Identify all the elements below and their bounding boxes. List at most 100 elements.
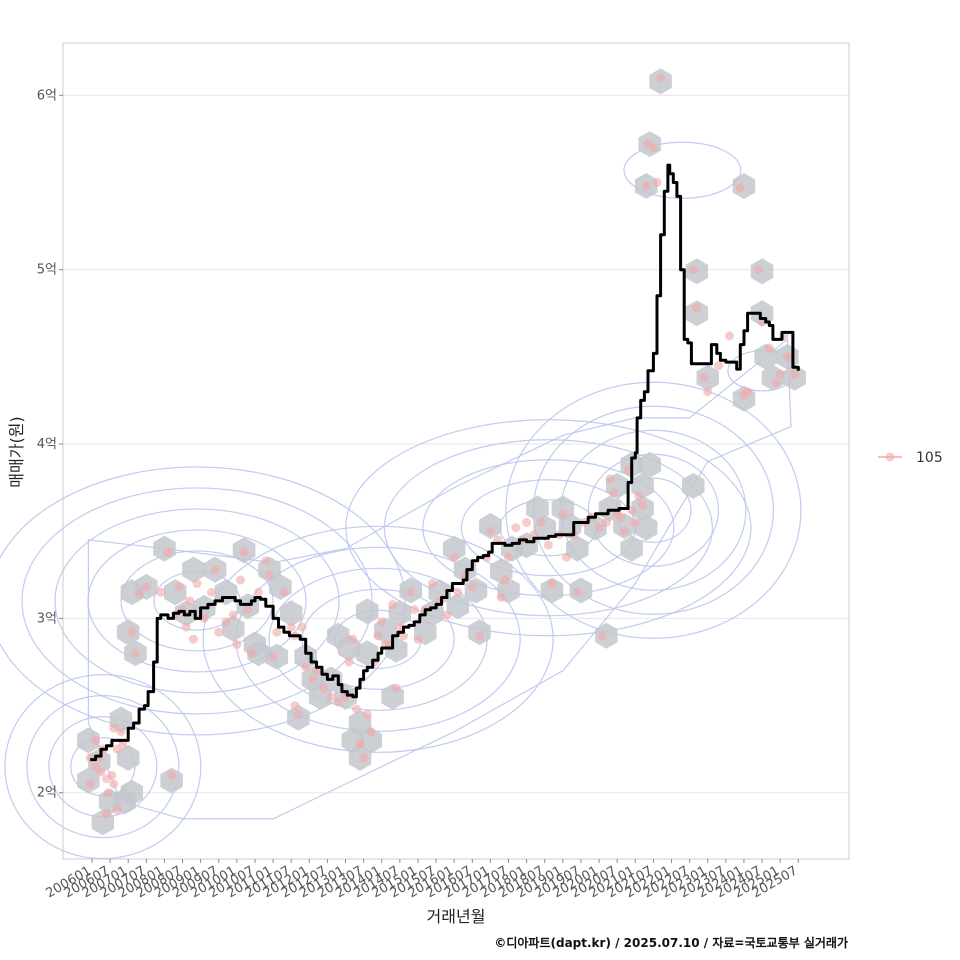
transaction-point bbox=[699, 373, 709, 383]
transaction-point bbox=[351, 704, 361, 714]
price-trend-line bbox=[90, 163, 800, 762]
transaction-point bbox=[409, 605, 419, 615]
y-axis-title: 매매가(원) bbox=[7, 416, 26, 487]
transaction-point bbox=[235, 575, 245, 585]
transaction-point bbox=[210, 565, 220, 575]
transaction-point bbox=[264, 570, 274, 580]
transaction-point bbox=[239, 547, 249, 557]
transaction-point bbox=[362, 709, 372, 719]
hexbin-cell bbox=[164, 579, 187, 606]
x-axis-ticks: 2006012006072007012007072008012008072009… bbox=[43, 859, 800, 901]
transaction-point bbox=[232, 640, 242, 650]
transaction-point bbox=[290, 701, 300, 711]
transaction-point bbox=[268, 652, 278, 662]
hexbin-cell bbox=[442, 535, 466, 562]
y-tick-label: 2억 bbox=[37, 786, 57, 801]
hexbin-cell bbox=[750, 300, 774, 327]
transaction-point bbox=[449, 552, 459, 562]
transaction-point bbox=[619, 526, 629, 536]
transaction-point bbox=[500, 575, 510, 585]
transaction-point bbox=[475, 631, 485, 641]
y-tick-label: 5억 bbox=[37, 263, 57, 278]
contour-ring bbox=[54, 508, 340, 694]
transaction-point bbox=[141, 582, 151, 592]
transaction-point bbox=[522, 517, 532, 527]
y-axis-ticks: 2억 3억 4억 5억 6억 bbox=[37, 88, 63, 801]
transaction-point bbox=[558, 509, 568, 519]
transaction-point bbox=[598, 631, 608, 641]
hexbin-cell bbox=[479, 513, 502, 539]
transaction-point bbox=[772, 378, 782, 388]
transaction-point bbox=[790, 369, 800, 379]
transaction-point bbox=[286, 622, 296, 632]
transaction-point bbox=[344, 657, 354, 667]
transaction-point bbox=[130, 648, 140, 658]
transaction-point bbox=[246, 648, 256, 658]
contour-ring bbox=[21, 487, 373, 715]
hexbin-cell bbox=[634, 514, 658, 541]
transaction-point bbox=[279, 587, 289, 597]
transaction-point bbox=[688, 265, 698, 275]
transaction-point bbox=[167, 770, 177, 780]
transaction-point bbox=[85, 779, 95, 789]
transaction-point bbox=[743, 387, 753, 397]
legend-marker bbox=[885, 452, 895, 462]
transaction-point bbox=[601, 517, 611, 527]
plot-panel bbox=[62, 42, 850, 860]
hexbin-cell bbox=[359, 727, 383, 754]
transaction-point bbox=[254, 587, 264, 597]
hexbin-cell bbox=[685, 300, 709, 327]
transaction-point bbox=[427, 579, 437, 589]
transaction-point bbox=[724, 331, 734, 341]
hexbin-cell bbox=[247, 640, 270, 667]
transaction-point bbox=[547, 579, 557, 589]
transaction-point bbox=[326, 692, 336, 702]
hexbin-cell bbox=[182, 556, 205, 583]
transaction-point bbox=[207, 587, 217, 597]
contour-ring bbox=[0, 466, 406, 736]
transaction-point bbox=[543, 540, 553, 550]
transaction-point bbox=[656, 73, 666, 83]
transaction-point bbox=[496, 592, 506, 602]
transaction-point bbox=[504, 552, 514, 562]
transaction-point bbox=[127, 627, 137, 637]
transaction-point bbox=[561, 552, 571, 562]
legend-label: 105 bbox=[916, 450, 943, 466]
transaction-point bbox=[782, 352, 792, 362]
hexbin-cell bbox=[566, 535, 589, 562]
transaction-point bbox=[91, 735, 101, 745]
x-axis-title: 거래년월 bbox=[427, 907, 486, 926]
transaction-point bbox=[174, 582, 184, 592]
y-tick-label: 4억 bbox=[37, 437, 57, 452]
transaction-point bbox=[453, 587, 463, 597]
hexbin-cell bbox=[540, 577, 564, 604]
transaction-point bbox=[301, 662, 311, 672]
hexbin-cell bbox=[153, 535, 176, 562]
transaction-point bbox=[413, 634, 423, 644]
contour-ring bbox=[505, 381, 802, 639]
transaction-point bbox=[442, 610, 452, 620]
transaction-point bbox=[714, 361, 724, 371]
transaction-point bbox=[485, 526, 495, 536]
transaction-point bbox=[214, 627, 224, 637]
y-tick-label: 3억 bbox=[37, 611, 57, 626]
transaction-point bbox=[735, 183, 745, 193]
hexbin-layer bbox=[77, 68, 806, 836]
transaction-point bbox=[272, 627, 282, 637]
hexbin-cell bbox=[160, 767, 183, 794]
scatter-points bbox=[85, 73, 800, 819]
transaction-point bbox=[333, 697, 343, 707]
hexbin-cell bbox=[116, 744, 140, 771]
y-tick-label: 6억 bbox=[37, 88, 57, 103]
transaction-point bbox=[406, 587, 416, 597]
transaction-point bbox=[377, 617, 387, 627]
transaction-point bbox=[243, 605, 253, 615]
transaction-point bbox=[703, 387, 713, 397]
transaction-point bbox=[652, 177, 662, 187]
transaction-point bbox=[181, 622, 191, 632]
contour-ring bbox=[120, 550, 274, 652]
contour-ring bbox=[623, 141, 742, 199]
transaction-point bbox=[605, 474, 615, 484]
transaction-point bbox=[753, 265, 763, 275]
hexbin-cell bbox=[77, 727, 100, 754]
